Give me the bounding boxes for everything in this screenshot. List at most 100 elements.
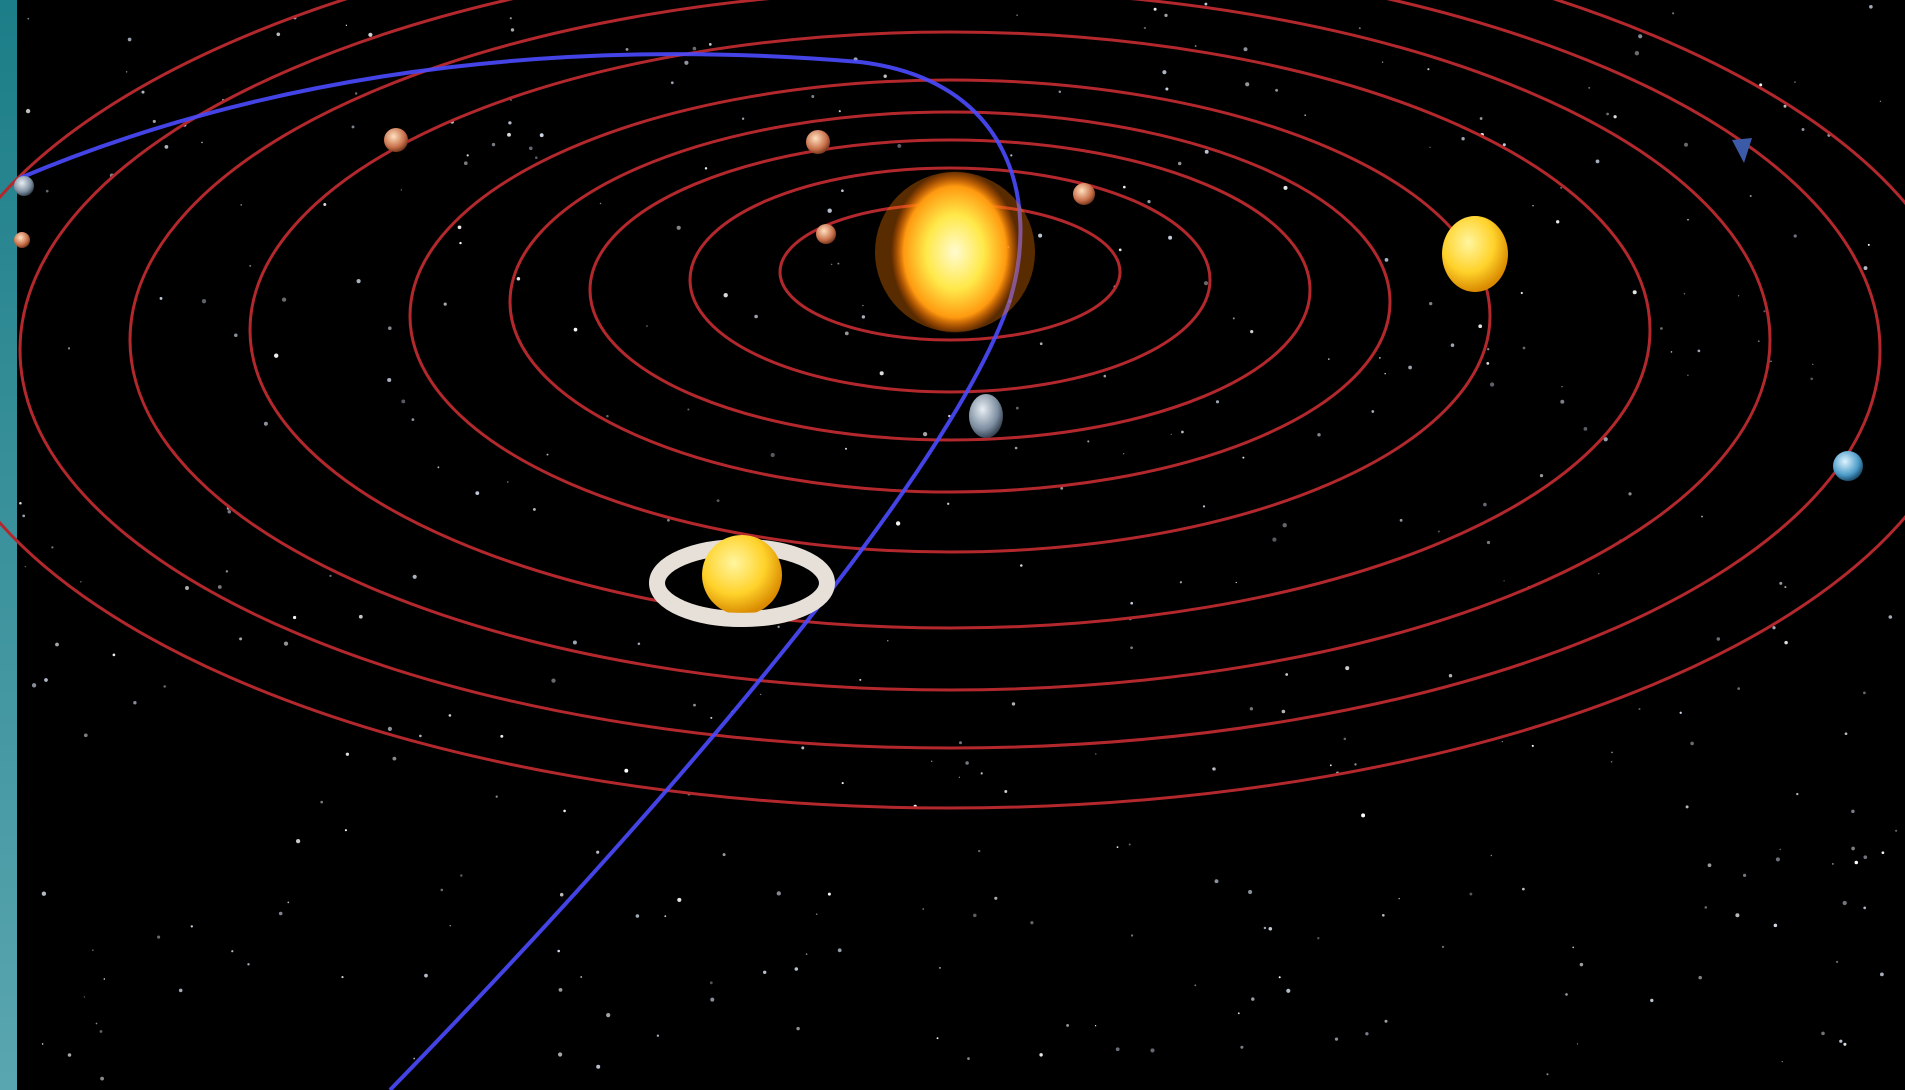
star [1272, 537, 1277, 542]
star [80, 581, 82, 583]
star [947, 502, 950, 505]
star [1147, 199, 1151, 204]
star [157, 935, 161, 939]
star [1165, 87, 1169, 91]
star [152, 119, 156, 123]
star [670, 81, 674, 85]
star [24, 565, 27, 568]
star [897, 143, 902, 148]
star [722, 853, 726, 857]
star [1304, 114, 1307, 117]
star [1478, 324, 1483, 329]
star [1143, 26, 1147, 30]
star [1683, 293, 1686, 295]
star [1531, 744, 1534, 747]
star [1539, 473, 1544, 478]
star [980, 772, 983, 775]
star [1503, 580, 1505, 582]
star-field [19, 2, 1898, 1081]
star [693, 703, 696, 707]
star [457, 225, 462, 230]
star [19, 502, 22, 505]
star [1060, 486, 1064, 490]
star [1204, 2, 1208, 6]
star [201, 141, 203, 144]
star [1613, 115, 1617, 119]
star [1015, 406, 1019, 410]
star [67, 347, 71, 350]
star [844, 331, 849, 336]
star [491, 142, 496, 147]
star [922, 431, 928, 437]
star [948, 414, 951, 418]
star [1448, 674, 1453, 678]
planet-icon [969, 394, 1003, 438]
star [1863, 266, 1868, 271]
star [539, 133, 544, 138]
orbit-ring [408, 78, 1492, 554]
star [1329, 764, 1332, 767]
star [551, 678, 556, 683]
star [1429, 146, 1431, 149]
star [1796, 792, 1799, 796]
star [1469, 892, 1473, 896]
star [1532, 205, 1534, 207]
star [883, 74, 887, 78]
star [249, 264, 252, 267]
star [1684, 142, 1688, 147]
star [1687, 218, 1689, 221]
star [1784, 640, 1788, 645]
star [400, 189, 402, 191]
star [862, 304, 864, 307]
star [1118, 248, 1122, 252]
star [341, 976, 344, 979]
star [811, 95, 815, 98]
star [1483, 502, 1487, 507]
star [557, 1052, 563, 1057]
star [1242, 456, 1245, 459]
star [1704, 906, 1708, 909]
star [295, 838, 301, 844]
star [1775, 857, 1780, 862]
star [449, 925, 451, 927]
star [994, 896, 998, 900]
star [1611, 751, 1613, 754]
star [475, 491, 480, 495]
star [922, 908, 925, 910]
star [1177, 161, 1182, 166]
star [692, 46, 697, 51]
star [125, 71, 128, 73]
star [239, 637, 243, 641]
star [356, 279, 361, 284]
star [805, 953, 808, 955]
star [508, 121, 512, 125]
star [495, 795, 498, 798]
star [1427, 68, 1430, 71]
planet-icon [1073, 183, 1095, 205]
orbit-ring [0, 0, 1905, 810]
star [1490, 854, 1492, 857]
star [1066, 1023, 1070, 1027]
star [127, 37, 132, 42]
star [1743, 873, 1747, 878]
star [1204, 149, 1209, 154]
star [606, 1013, 611, 1018]
star [1095, 753, 1097, 755]
star [770, 452, 775, 458]
star [1243, 47, 1248, 52]
star [1784, 586, 1787, 589]
star [1556, 220, 1560, 224]
star [25, 108, 31, 114]
star [1895, 829, 1898, 832]
star [354, 92, 358, 95]
star [1844, 732, 1848, 736]
star [83, 996, 86, 998]
star [1595, 159, 1600, 164]
star [225, 570, 229, 573]
star [419, 734, 422, 738]
star [1839, 1039, 1843, 1043]
star [178, 988, 183, 993]
star [1429, 301, 1433, 306]
star [1441, 945, 1445, 949]
